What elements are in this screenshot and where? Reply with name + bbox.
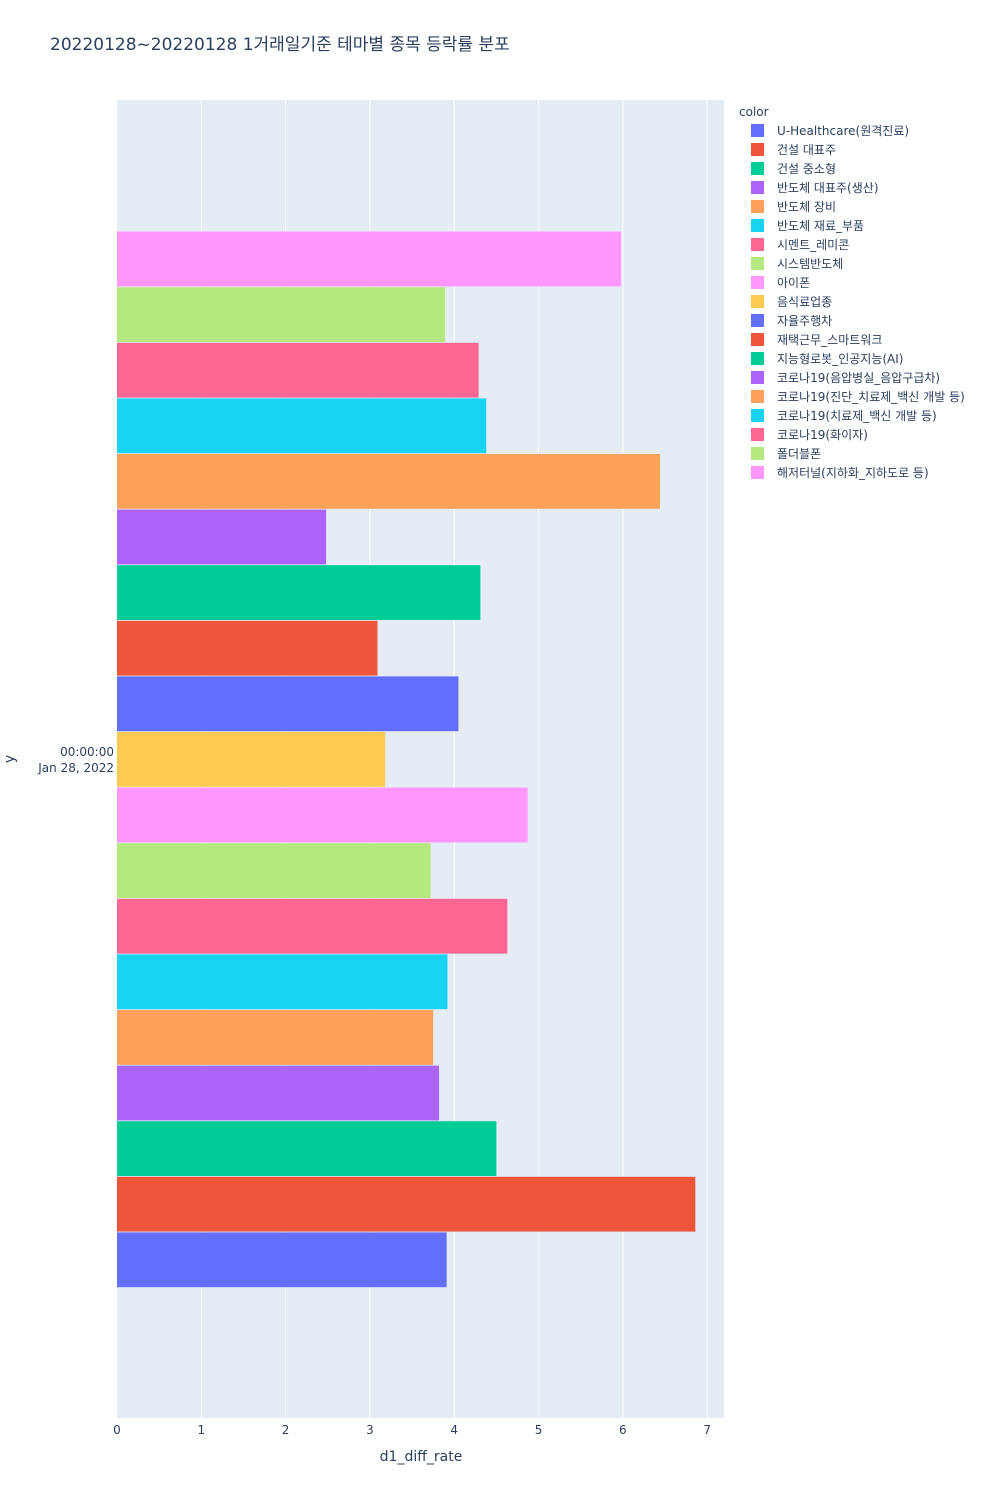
bar-10 (117, 676, 459, 732)
legend-swatch-10[interactable] (751, 314, 764, 327)
bar-15 (117, 398, 487, 454)
y-axis-title: y (2, 755, 18, 763)
bar-13 (117, 509, 327, 565)
bar-6 (117, 898, 508, 954)
bar-2 (117, 1121, 497, 1176)
legend-swatch-14[interactable] (751, 390, 764, 403)
legend-label-2[interactable]: 건설 중소형 (777, 162, 836, 176)
legend-swatch-2[interactable] (751, 162, 764, 175)
legend-swatch-3[interactable] (751, 181, 764, 194)
x-tick-label-0: 0 (113, 1423, 121, 1437)
legend-label-9[interactable]: 음식료업종 (777, 295, 832, 309)
bar-14 (117, 454, 660, 509)
bar-9 (117, 732, 386, 787)
bar-3 (117, 1065, 440, 1121)
x-tick-label-6: 6 (619, 1423, 627, 1437)
legend-swatch-12[interactable] (751, 352, 764, 365)
legend-label-8[interactable]: 아이폰 (777, 276, 810, 290)
legend-swatch-5[interactable] (751, 219, 764, 232)
x-tick-labels: 0 1 2 3 4 5 6 7 (113, 1423, 711, 1437)
legend-label-7[interactable]: 시스템반도체 (777, 257, 843, 271)
legend-label-5[interactable]: 반도체 재료_부품 (777, 219, 864, 233)
bar-7 (117, 843, 431, 898)
legend-swatch-18[interactable] (751, 466, 764, 479)
x-tick-label-1: 1 (197, 1423, 205, 1437)
x-tick-label-2: 2 (282, 1423, 290, 1437)
y-tick-label-time: 00:00:00 (60, 745, 114, 759)
legend-swatch-13[interactable] (751, 371, 764, 384)
legend-label-3[interactable]: 반도체 대표주(생산) (777, 181, 879, 195)
legend-swatch-8[interactable] (751, 276, 764, 289)
bars (117, 231, 696, 1288)
legend-swatch-7[interactable] (751, 257, 764, 270)
legend-label-11[interactable]: 재택근무_스마트워크 (777, 333, 882, 347)
x-tick-label-3: 3 (366, 1423, 374, 1437)
legend-label-18[interactable]: 해저터널(지하화_지하도로 등) (777, 466, 929, 480)
legend-swatch-0[interactable] (751, 124, 764, 137)
legend-swatch-1[interactable] (751, 143, 764, 156)
legend-label-16[interactable]: 코로나19(화이자) (777, 428, 868, 442)
bar-18 (117, 231, 622, 287)
bar-12 (117, 565, 481, 620)
legend-label-13[interactable]: 코로나19(음압병실_음압구급차) (777, 371, 940, 385)
legend-label-4[interactable]: 반도체 장비 (777, 200, 836, 214)
legend-swatch-15[interactable] (751, 409, 764, 422)
bar-17 (117, 287, 445, 342)
legend-swatch-11[interactable] (751, 333, 764, 346)
bar-0 (117, 1232, 447, 1288)
legend-label-14[interactable]: 코로나19(진단_치료제_백신 개발 등) (777, 390, 965, 404)
legend-swatch-9[interactable] (751, 295, 764, 308)
bar-16 (117, 342, 479, 398)
legend-swatch-16[interactable] (751, 428, 764, 441)
bar-5 (117, 954, 448, 1010)
legend-swatch-4[interactable] (751, 200, 764, 213)
x-tick-label-4: 4 (450, 1423, 458, 1437)
legend-title: color (739, 105, 769, 119)
legend-swatch-17[interactable] (751, 447, 764, 460)
legend-label-0[interactable]: U-Healthcare(원격진료) (777, 124, 909, 138)
legend-label-15[interactable]: 코로나19(치료제_백신 개발 등) (777, 409, 937, 423)
legend-label-6[interactable]: 시멘트_레미콘 (777, 238, 849, 252)
legend-label-10[interactable]: 자율주행차 (777, 313, 832, 328)
legend-label-12[interactable]: 지능형로봇_인공지능(AI) (777, 352, 903, 366)
chart-title: 20220128~20220128 1거래일기준 테마별 종목 등락률 분포 (50, 35, 510, 55)
bar-4 (117, 1010, 434, 1065)
legend-swatch-6[interactable] (751, 238, 764, 251)
x-tick-label-7: 7 (703, 1423, 711, 1437)
legend-label-17[interactable]: 폴더블폰 (777, 447, 821, 461)
x-axis-title: d1_diff_rate (380, 1449, 463, 1465)
x-tick-label-5: 5 (535, 1423, 543, 1437)
bar-1 (117, 1176, 696, 1232)
bar-11 (117, 620, 378, 676)
bar-8 (117, 787, 528, 843)
y-tick-label-date: Jan 28, 2022 (37, 761, 114, 775)
legend-label-1[interactable]: 건설 대표주 (777, 143, 836, 157)
